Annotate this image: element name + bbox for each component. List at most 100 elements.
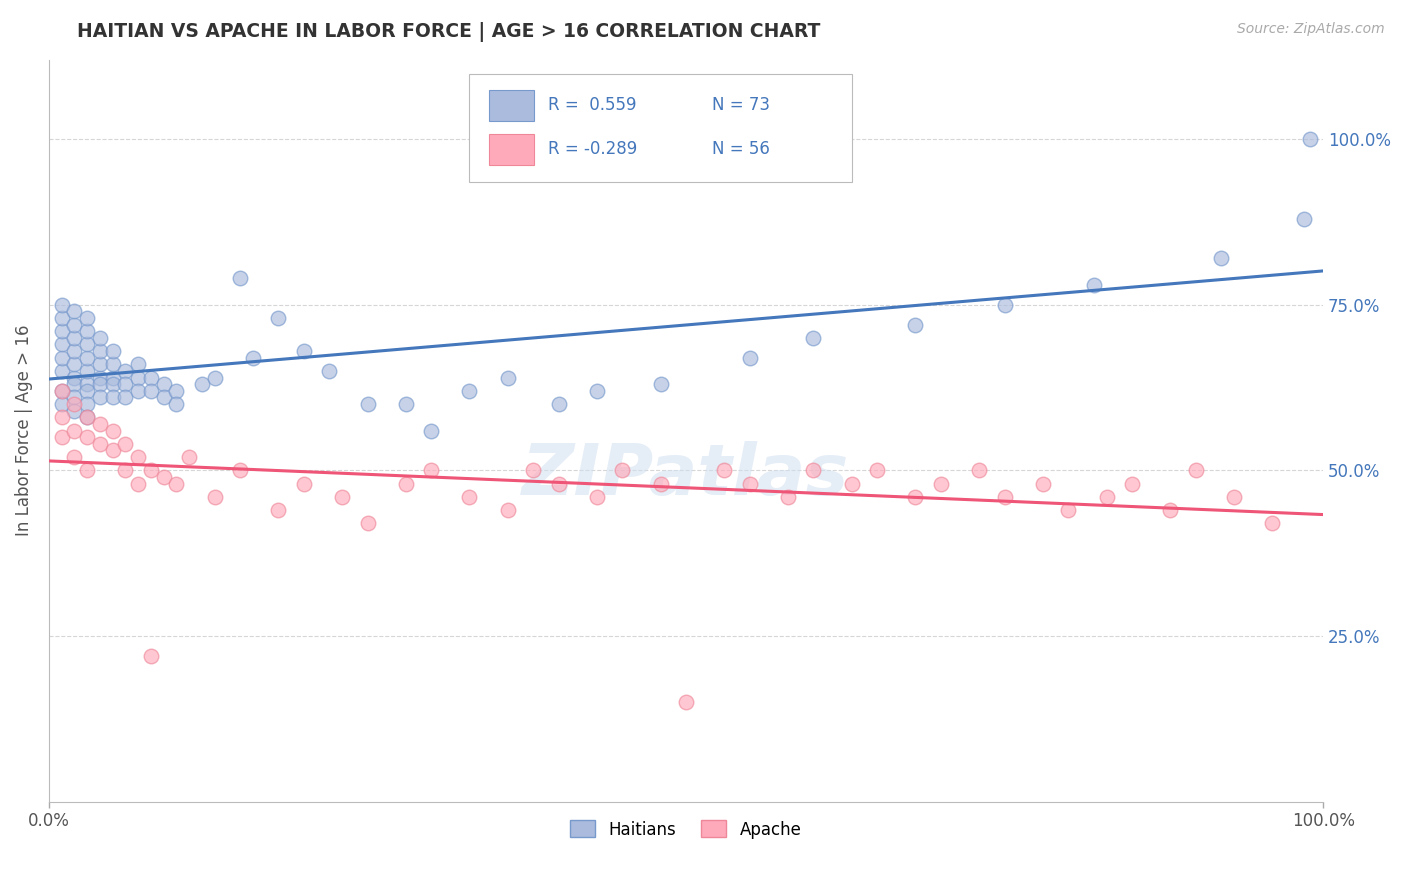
Text: R =  0.559: R = 0.559	[548, 95, 637, 114]
Point	[165, 476, 187, 491]
Point	[89, 377, 111, 392]
Point	[1032, 476, 1054, 491]
Point	[63, 357, 86, 371]
Point	[395, 476, 418, 491]
Point	[101, 424, 124, 438]
Point	[904, 490, 927, 504]
Point	[165, 397, 187, 411]
Point	[420, 424, 443, 438]
Point	[51, 324, 73, 338]
Point	[803, 463, 825, 477]
Point	[51, 410, 73, 425]
Point	[101, 443, 124, 458]
Point	[89, 417, 111, 431]
Point	[204, 370, 226, 384]
Point	[547, 397, 569, 411]
Point	[1223, 490, 1246, 504]
Point	[866, 463, 889, 477]
Point	[63, 424, 86, 438]
Point	[139, 370, 162, 384]
Point	[713, 463, 735, 477]
Point	[1211, 252, 1233, 266]
Point	[51, 351, 73, 365]
Point	[152, 377, 174, 392]
Point	[63, 304, 86, 318]
Point	[179, 450, 201, 464]
Point	[267, 503, 290, 517]
Y-axis label: In Labor Force | Age > 16: In Labor Force | Age > 16	[15, 325, 32, 536]
Point	[994, 490, 1017, 504]
Point	[229, 463, 252, 477]
Point	[776, 490, 799, 504]
Point	[76, 410, 98, 425]
FancyBboxPatch shape	[470, 74, 852, 182]
Point	[152, 470, 174, 484]
Point	[63, 370, 86, 384]
Point	[51, 298, 73, 312]
Point	[76, 351, 98, 365]
Point	[547, 476, 569, 491]
Point	[76, 430, 98, 444]
Point	[292, 476, 315, 491]
Point	[738, 476, 761, 491]
Point	[114, 463, 136, 477]
Point	[929, 476, 952, 491]
Text: R = -0.289: R = -0.289	[548, 140, 638, 158]
Point	[675, 695, 697, 709]
Point	[63, 318, 86, 332]
Point	[51, 337, 73, 351]
Point	[738, 351, 761, 365]
Point	[76, 377, 98, 392]
Point	[496, 503, 519, 517]
Text: N = 56: N = 56	[711, 140, 769, 158]
Text: HAITIAN VS APACHE IN LABOR FORCE | AGE > 16 CORRELATION CHART: HAITIAN VS APACHE IN LABOR FORCE | AGE >…	[77, 22, 821, 42]
Point	[114, 437, 136, 451]
Point	[612, 463, 634, 477]
Point	[51, 364, 73, 378]
Point	[101, 391, 124, 405]
Text: ZIPatlas: ZIPatlas	[523, 441, 849, 509]
Point	[139, 648, 162, 663]
Point	[356, 397, 378, 411]
Point	[51, 397, 73, 411]
Point	[1299, 132, 1322, 146]
Point	[967, 463, 990, 477]
Point	[127, 450, 149, 464]
Point	[76, 384, 98, 398]
Legend: Haitians, Apache: Haitians, Apache	[564, 814, 808, 846]
Point	[63, 450, 86, 464]
Point	[76, 364, 98, 378]
Point	[101, 344, 124, 359]
Point	[650, 476, 672, 491]
Point	[51, 430, 73, 444]
Point	[330, 490, 353, 504]
Text: N = 73: N = 73	[711, 95, 769, 114]
Point	[76, 310, 98, 325]
Point	[395, 397, 418, 411]
Text: Source: ZipAtlas.com: Source: ZipAtlas.com	[1237, 22, 1385, 37]
Point	[139, 463, 162, 477]
Point	[101, 370, 124, 384]
Point	[242, 351, 264, 365]
Point	[76, 337, 98, 351]
Point	[51, 310, 73, 325]
Point	[458, 490, 481, 504]
Point	[841, 476, 863, 491]
Point	[127, 476, 149, 491]
Point	[89, 357, 111, 371]
Point	[318, 364, 340, 378]
Point	[101, 377, 124, 392]
Point	[904, 318, 927, 332]
Point	[522, 463, 544, 477]
Point	[586, 384, 609, 398]
Point	[165, 384, 187, 398]
Point	[63, 397, 86, 411]
Point	[63, 331, 86, 345]
Point	[63, 377, 86, 392]
FancyBboxPatch shape	[488, 134, 534, 165]
Point	[356, 516, 378, 531]
Point	[76, 463, 98, 477]
Point	[127, 357, 149, 371]
Point	[51, 384, 73, 398]
Point	[803, 331, 825, 345]
